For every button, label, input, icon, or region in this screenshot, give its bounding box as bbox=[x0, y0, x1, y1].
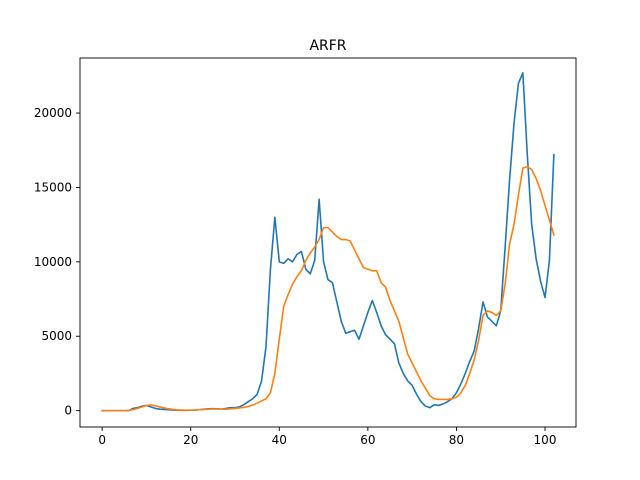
y-tick-label: 15000 bbox=[34, 180, 72, 194]
chart-title: ARFR bbox=[309, 38, 346, 54]
y-tick-label: 20000 bbox=[34, 106, 72, 120]
x-tick-label: 20 bbox=[183, 433, 198, 447]
x-tick-label: 100 bbox=[534, 433, 557, 447]
y-tick-label: 0 bbox=[64, 404, 72, 418]
x-tick-label: 40 bbox=[272, 433, 287, 447]
x-tick-label: 0 bbox=[98, 433, 106, 447]
y-tick-label: 10000 bbox=[34, 255, 72, 269]
x-tick-label: 80 bbox=[449, 433, 464, 447]
axes-frame bbox=[79, 57, 577, 428]
y-tick-label: 5000 bbox=[41, 329, 72, 343]
x-tick-label: 60 bbox=[360, 433, 375, 447]
series-line-2 bbox=[101, 165, 555, 412]
plot-area: 0 20 40 60 80 100 0 5000 10000 15000 20000 bbox=[34, 57, 577, 447]
